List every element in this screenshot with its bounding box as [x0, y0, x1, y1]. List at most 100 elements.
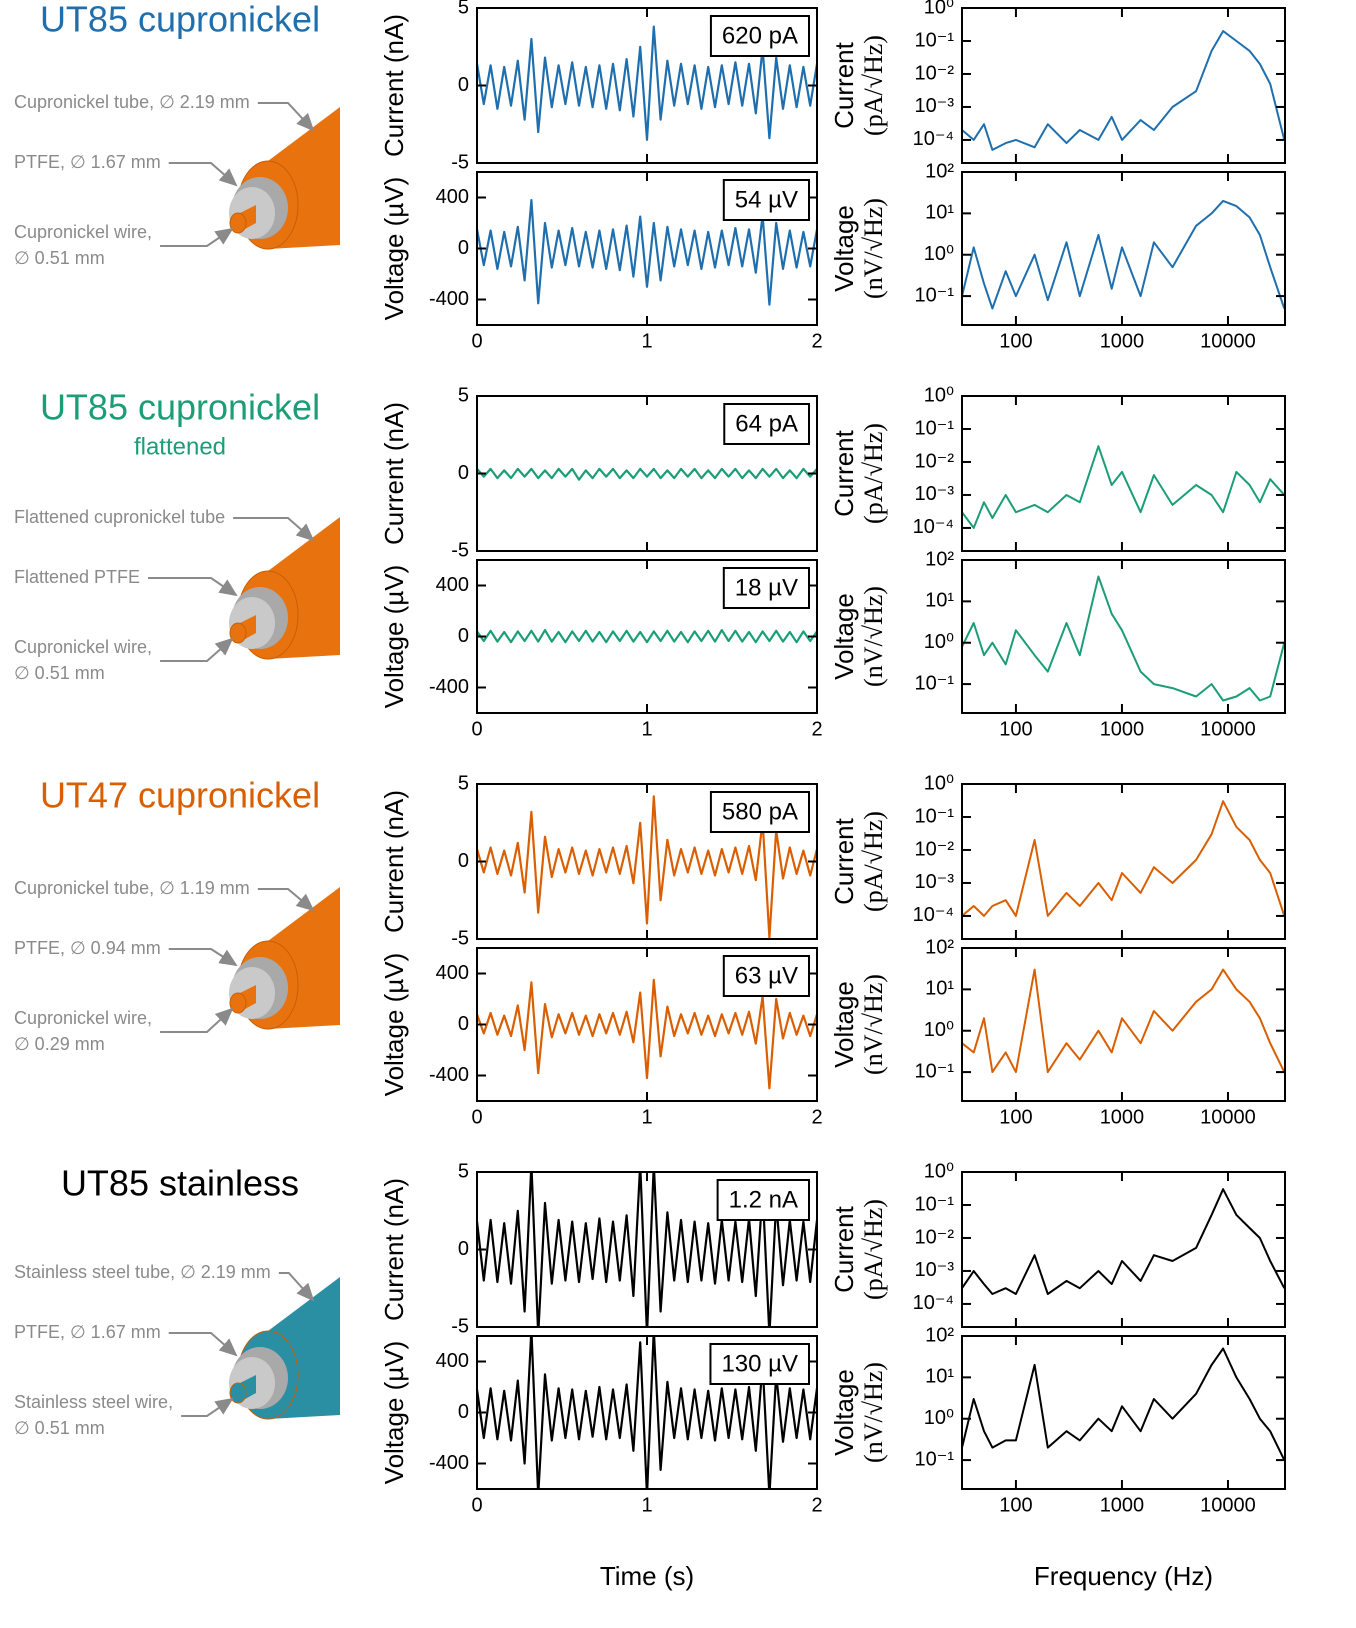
x-tick-label: 0	[471, 718, 482, 740]
y-tick-label: 10⁻¹	[915, 417, 955, 439]
data-line	[962, 970, 1284, 1073]
cable-label: Cupronickel wire,	[14, 222, 152, 242]
label-arrow	[160, 229, 232, 246]
x-tick-label: 2	[811, 330, 822, 352]
annotation: 64 pA	[735, 410, 798, 437]
y-tick-label: 10⁰	[924, 1019, 954, 1041]
x-tick-label: 10000	[1200, 1106, 1256, 1128]
panel-title: UT85 cupronickel	[40, 387, 320, 428]
data-line	[962, 801, 1284, 916]
y-tick-label: 10⁻⁴	[913, 1292, 954, 1314]
y-tick-label: 400	[436, 186, 469, 208]
y-axis-label: Current	[829, 1205, 859, 1292]
y-axis-label: (pA/√Hz)	[859, 1199, 888, 1300]
x-axis-label: Time (s)	[600, 1561, 694, 1591]
y-tick-label: 10⁻¹	[915, 1448, 955, 1470]
plot-frame	[962, 784, 1285, 939]
x-axis-label: Frequency (Hz)	[1034, 1561, 1213, 1591]
plot-frame	[962, 172, 1285, 325]
wire-face	[230, 993, 246, 1013]
y-axis-label: Current	[829, 817, 859, 904]
cable-label: Cupronickel wire,	[14, 637, 152, 657]
x-tick-label: 100	[999, 330, 1032, 352]
y-axis-label: Voltage (µV)	[379, 1341, 409, 1485]
y-tick-label: 10²	[925, 160, 954, 182]
y-axis-label: Voltage	[829, 1369, 859, 1456]
annotation: 18 µV	[735, 574, 798, 601]
y-axis-label: Voltage	[829, 205, 859, 292]
annotation: 1.2 nA	[729, 1186, 798, 1213]
panel-title: UT85 cupronickel	[40, 0, 320, 40]
x-tick-label: 1000	[1100, 718, 1145, 740]
label-arrow	[181, 1399, 232, 1416]
cable-label: Stainless steel wire,	[14, 1392, 173, 1412]
y-axis-label: Voltage (µV)	[379, 565, 409, 709]
y-tick-label: 10⁰	[924, 1160, 954, 1182]
cable-label: Flattened PTFE	[14, 567, 140, 587]
y-tick-label: 0	[458, 74, 469, 96]
plot-frame	[962, 1336, 1285, 1489]
y-tick-label: 10⁻²	[915, 1226, 955, 1248]
x-tick-label: 1	[641, 1494, 652, 1516]
y-tick-label: -400	[429, 1452, 469, 1474]
label-arrow	[160, 639, 232, 661]
x-tick-label: 10000	[1200, 718, 1256, 740]
annotation: 580 pA	[722, 798, 798, 825]
x-tick-label: 10000	[1200, 1494, 1256, 1516]
label-arrow	[160, 1009, 232, 1032]
x-tick-label: 1	[641, 330, 652, 352]
data-line	[962, 1189, 1284, 1294]
y-tick-label: 10⁻²	[915, 838, 955, 860]
y-tick-label: 10⁻¹	[915, 1193, 955, 1215]
label-arrow	[258, 889, 313, 910]
x-tick-label: 0	[471, 1494, 482, 1516]
y-tick-label: 0	[458, 462, 469, 484]
label-arrow	[169, 163, 236, 185]
panel-subtitle: flattened	[134, 433, 226, 460]
label-arrow	[279, 1273, 313, 1300]
cable-label: PTFE, ∅ 1.67 mm	[14, 152, 161, 172]
y-tick-label: 10⁻³	[915, 95, 955, 117]
y-axis-label: (nV/√Hz)	[859, 586, 888, 687]
x-tick-label: 1	[641, 718, 652, 740]
cable-label: ∅ 0.51 mm	[14, 248, 105, 268]
annotation: 54 µV	[735, 186, 798, 213]
x-tick-label: 1000	[1100, 1106, 1145, 1128]
y-tick-label: 10⁰	[924, 243, 954, 265]
y-tick-label: 10⁻³	[915, 1259, 955, 1281]
cable-label: ∅ 0.51 mm	[14, 1418, 105, 1438]
cable-label: Cupronickel tube, ∅ 2.19 mm	[14, 92, 250, 112]
wire-face	[230, 213, 246, 233]
y-tick-label: -400	[429, 288, 469, 310]
y-axis-label: Current	[829, 41, 859, 128]
y-tick-label: 10⁻⁴	[913, 516, 954, 538]
y-tick-label: -5	[451, 539, 469, 561]
x-tick-label: 0	[471, 330, 482, 352]
y-tick-label: 0	[458, 625, 469, 647]
y-tick-label: 10²	[925, 1324, 954, 1346]
y-tick-label: 10⁰	[924, 0, 954, 18]
cable-label: ∅ 0.29 mm	[14, 1034, 105, 1054]
annotation: 130 µV	[721, 1350, 798, 1377]
data-line	[962, 1349, 1284, 1461]
y-tick-label: 400	[436, 1350, 469, 1372]
y-tick-label: -400	[429, 1064, 469, 1086]
y-tick-label: 10⁻¹	[915, 1060, 955, 1082]
panel-title: UT47 cupronickel	[40, 775, 320, 816]
y-tick-label: 10⁻³	[915, 871, 955, 893]
y-tick-label: 10¹	[925, 590, 954, 612]
cable-label: PTFE, ∅ 1.67 mm	[14, 1322, 161, 1342]
y-tick-label: 400	[436, 962, 469, 984]
x-tick-label: 1000	[1100, 1494, 1145, 1516]
x-tick-label: 2	[811, 718, 822, 740]
label-arrow	[148, 578, 236, 595]
y-tick-label: 10⁰	[924, 1407, 954, 1429]
y-tick-label: 10¹	[925, 202, 954, 224]
data-line	[477, 630, 817, 642]
y-axis-label: Current (nA)	[379, 14, 409, 157]
y-tick-label: 10⁻¹	[915, 29, 955, 51]
y-tick-label: 5	[458, 772, 469, 794]
y-axis-label: (nV/√Hz)	[859, 198, 888, 299]
y-tick-label: -400	[429, 676, 469, 698]
y-tick-label: 10⁻¹	[915, 805, 955, 827]
